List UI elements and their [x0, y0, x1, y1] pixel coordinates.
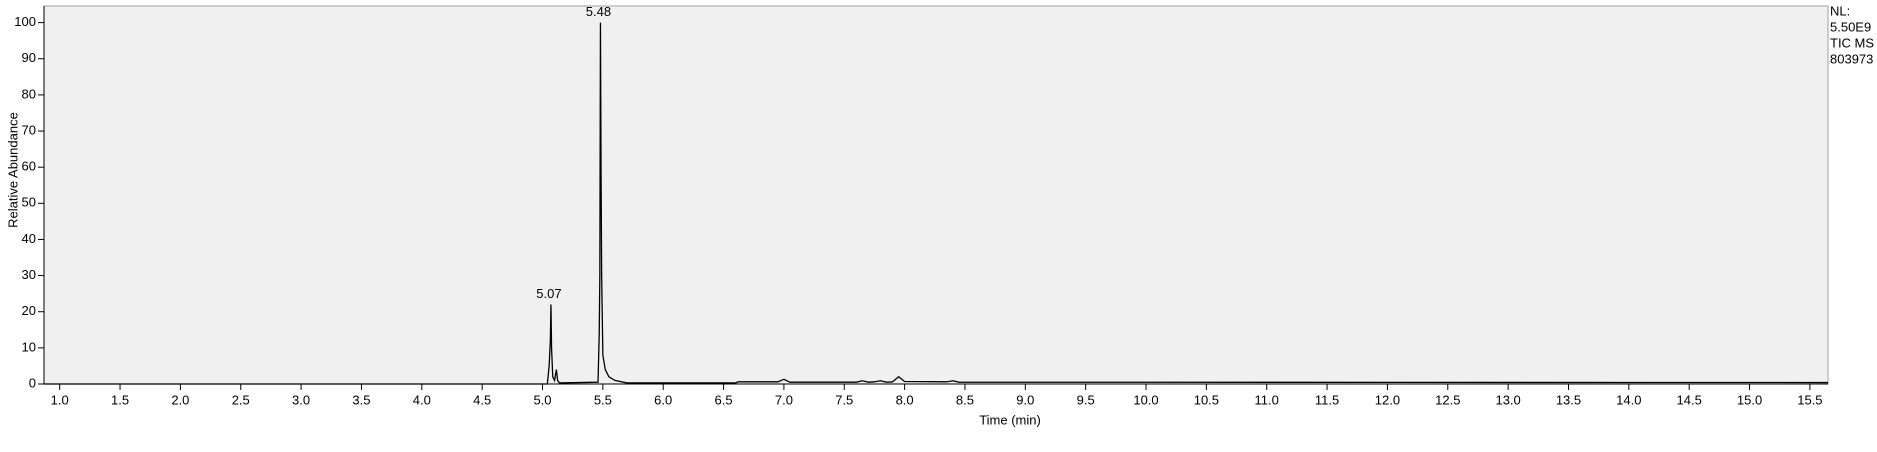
y-axis-label: Relative Abundance [5, 112, 20, 228]
x-tick-label: 15.5 [1797, 392, 1822, 407]
y-tick-label: 0 [29, 375, 36, 390]
x-tick-label: 2.0 [171, 392, 189, 407]
side-label: NL: [1830, 3, 1850, 18]
side-label: TIC MS [1830, 35, 1874, 50]
y-tick-label: 30 [22, 267, 36, 282]
x-tick-label: 10.5 [1194, 392, 1219, 407]
x-tick-label: 11.5 [1315, 392, 1339, 407]
plot-area [43, 5, 1829, 385]
x-tick-label: 6.5 [715, 392, 733, 407]
y-tick-label: 40 [22, 231, 36, 246]
x-tick-label: 8.5 [956, 392, 974, 407]
y-tick-label: 100 [14, 14, 36, 29]
x-tick-label: 5.5 [594, 392, 612, 407]
x-tick-label: 1.0 [51, 392, 69, 407]
x-tick-label: 4.0 [413, 392, 431, 407]
y-tick-label: 90 [22, 50, 36, 65]
x-tick-label: 10.0 [1133, 392, 1158, 407]
y-tick-label: 80 [22, 86, 36, 101]
x-tick-label: 13.0 [1495, 392, 1520, 407]
x-tick-label: 3.5 [352, 392, 370, 407]
x-tick-label: 7.0 [775, 392, 793, 407]
side-label: 5.50E9 [1830, 19, 1871, 34]
x-tick-label: 13.5 [1556, 392, 1581, 407]
x-tick-label: 6.0 [654, 392, 672, 407]
y-tick-label: 70 [22, 122, 36, 137]
trace [44, 22, 1829, 385]
x-tick-label: 5.0 [533, 392, 551, 407]
x-tick-label: 7.5 [835, 392, 853, 407]
side-label: 803973 [1830, 51, 1873, 66]
x-tick-label: 9.0 [1016, 392, 1034, 407]
x-tick-label: 1.5 [111, 392, 129, 407]
x-tick-label: 2.5 [232, 392, 250, 407]
y-tick-label: 50 [22, 195, 36, 210]
x-tick-label: 9.5 [1077, 392, 1095, 407]
y-tick-label: 60 [22, 159, 36, 174]
x-tick-label: 11.0 [1255, 392, 1279, 407]
x-tick-label: 4.5 [473, 392, 491, 407]
peak-label: 5.07 [536, 286, 561, 301]
y-tick-label: 20 [22, 303, 36, 318]
y-tick-label: 10 [22, 339, 36, 354]
x-tick-label: 14.0 [1616, 392, 1641, 407]
x-tick-label: 12.5 [1435, 392, 1460, 407]
x-tick-label: 15.0 [1737, 392, 1762, 407]
x-tick-label: 12.0 [1375, 392, 1400, 407]
x-axis-label: Time (min) [979, 412, 1041, 427]
peak-label: 5.48 [586, 4, 611, 19]
x-tick-label: 3.0 [292, 392, 310, 407]
x-tick-label: 14.5 [1677, 392, 1702, 407]
x-tick-label: 8.0 [896, 392, 914, 407]
